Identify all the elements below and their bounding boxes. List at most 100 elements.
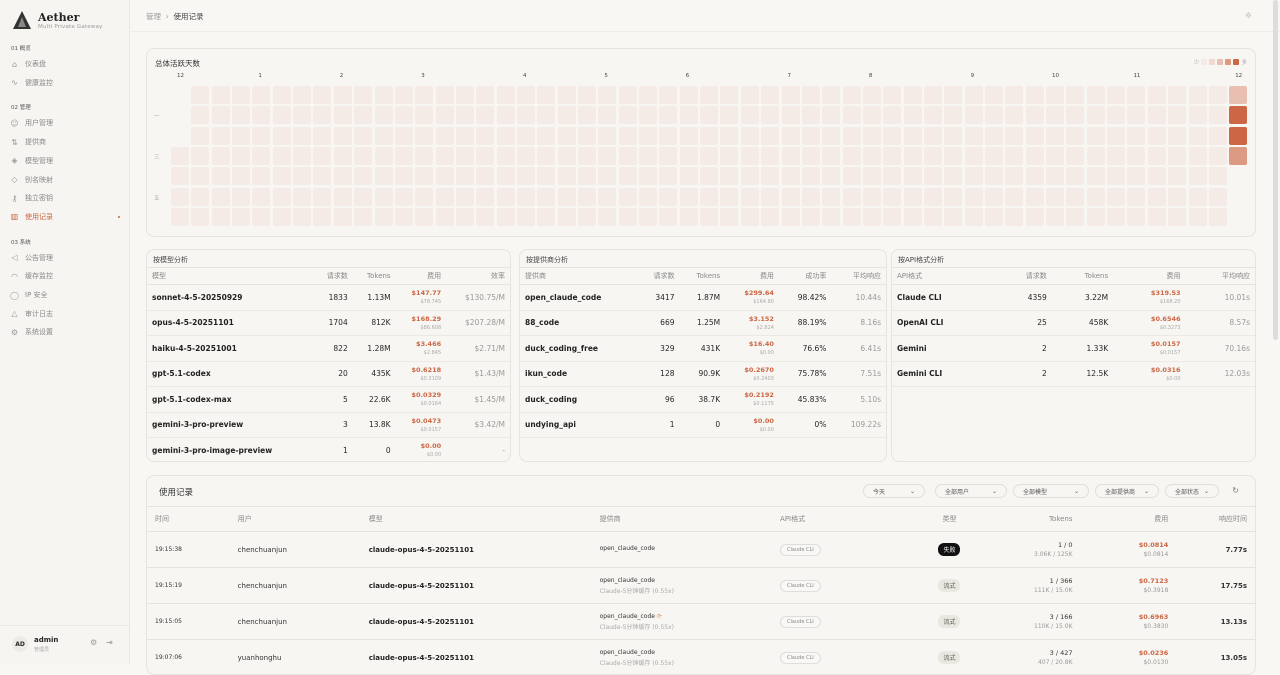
heatmap-cell[interactable] (171, 147, 189, 165)
heatmap-cell[interactable] (700, 188, 718, 206)
heatmap-cell[interactable] (1066, 208, 1084, 226)
heatmap-cell[interactable] (944, 147, 962, 165)
heatmap-cell[interactable] (456, 147, 474, 165)
sidebar-item[interactable]: ◠缓存监控 (10, 268, 122, 284)
column-header[interactable]: API格式 (892, 268, 995, 285)
heatmap-cell[interactable] (598, 188, 616, 206)
heatmap-cell[interactable] (619, 208, 637, 226)
heatmap-cell[interactable] (822, 106, 840, 124)
heatmap-cell[interactable] (1107, 86, 1125, 104)
heatmap-cell[interactable] (395, 86, 413, 104)
heatmap-cell[interactable] (558, 188, 576, 206)
heatmap-cell[interactable] (1127, 147, 1145, 165)
heatmap-cell[interactable] (1026, 86, 1044, 104)
heatmap-cell[interactable] (782, 86, 800, 104)
heatmap-cell[interactable] (659, 86, 677, 104)
heatmap-cell[interactable] (1087, 208, 1105, 226)
theme-toggle-icon[interactable]: ☼ (1245, 11, 1252, 20)
heatmap-cell[interactable] (354, 127, 372, 145)
heatmap-cell[interactable] (1189, 167, 1207, 185)
heatmap-cell[interactable] (476, 167, 494, 185)
heatmap-cell[interactable] (334, 208, 352, 226)
heatmap-cell[interactable] (639, 106, 657, 124)
heatmap-cell[interactable] (476, 127, 494, 145)
heatmap-cell[interactable] (436, 188, 454, 206)
heatmap-cell[interactable] (1189, 188, 1207, 206)
heatmap-cell[interactable] (191, 208, 209, 226)
heatmap-cell[interactable] (904, 188, 922, 206)
heatmap-cell[interactable] (741, 167, 759, 185)
heatmap-cell[interactable] (578, 208, 596, 226)
heatmap-cell[interactable] (1168, 106, 1186, 124)
heatmap-cell[interactable] (436, 147, 454, 165)
heatmap-cell[interactable] (619, 127, 637, 145)
heatmap-cell[interactable] (1189, 86, 1207, 104)
heatmap-cell[interactable] (598, 208, 616, 226)
heatmap-cell[interactable] (497, 106, 515, 124)
heatmap-cell[interactable] (761, 167, 779, 185)
heatmap-cell[interactable] (680, 188, 698, 206)
heatmap-cell[interactable] (1148, 86, 1166, 104)
heatmap-cell[interactable] (1087, 86, 1105, 104)
heatmap-cell[interactable] (639, 127, 657, 145)
heatmap-cell[interactable] (517, 188, 535, 206)
heatmap-cell[interactable] (802, 147, 820, 165)
heatmap-cell[interactable] (1087, 167, 1105, 185)
heatmap-cell[interactable] (1087, 106, 1105, 124)
heatmap-cell[interactable] (456, 167, 474, 185)
heatmap-cell[interactable] (659, 127, 677, 145)
heatmap-cell[interactable] (761, 106, 779, 124)
heatmap-cell[interactable] (354, 86, 372, 104)
heatmap-cell[interactable] (761, 208, 779, 226)
heatmap-cell[interactable] (1209, 167, 1227, 185)
filter-select[interactable]: 今天⌄ (863, 484, 925, 498)
heatmap-cell[interactable] (1066, 127, 1084, 145)
heatmap-cell[interactable] (863, 86, 881, 104)
heatmap-cell[interactable] (354, 147, 372, 165)
heatmap-cell[interactable] (273, 208, 291, 226)
heatmap-cell[interactable] (904, 167, 922, 185)
heatmap-cell[interactable] (1107, 147, 1125, 165)
heatmap-cell[interactable] (680, 106, 698, 124)
heatmap-cell[interactable] (232, 188, 250, 206)
heatmap-cell[interactable] (1127, 188, 1145, 206)
heatmap-cell[interactable] (415, 86, 433, 104)
heatmap-cell[interactable] (578, 147, 596, 165)
heatmap-cell[interactable] (293, 106, 311, 124)
heatmap-cell[interactable] (517, 86, 535, 104)
refresh-icon[interactable]: ↻ (1232, 486, 1239, 495)
heatmap-cell[interactable] (659, 188, 677, 206)
heatmap-cell[interactable] (313, 167, 331, 185)
heatmap-cell[interactable] (659, 167, 677, 185)
heatmap-cell[interactable] (313, 127, 331, 145)
heatmap-cell[interactable] (334, 86, 352, 104)
heatmap-cell[interactable] (415, 208, 433, 226)
heatmap-cell[interactable] (558, 127, 576, 145)
heatmap-cell[interactable] (883, 127, 901, 145)
heatmap-cell[interactable] (924, 86, 942, 104)
heatmap-cell[interactable] (944, 127, 962, 145)
heatmap-cell[interactable] (924, 167, 942, 185)
column-header[interactable]: 费用 (725, 268, 779, 285)
heatmap-cell[interactable] (375, 188, 393, 206)
heatmap-cell[interactable] (1189, 106, 1207, 124)
heatmap-cell[interactable] (782, 147, 800, 165)
heatmap-cell[interactable] (1168, 167, 1186, 185)
heatmap-cell[interactable] (497, 208, 515, 226)
heatmap-cell[interactable] (1107, 127, 1125, 145)
heatmap-cell[interactable] (883, 208, 901, 226)
heatmap-cell[interactable] (415, 188, 433, 206)
heatmap-cell[interactable] (639, 147, 657, 165)
column-header[interactable]: 平均响应 (1186, 268, 1255, 285)
heatmap-cell[interactable] (436, 86, 454, 104)
heatmap-cell[interactable] (741, 127, 759, 145)
heatmap-cell[interactable] (497, 188, 515, 206)
heatmap-cell[interactable] (191, 106, 209, 124)
heatmap-cell[interactable] (843, 86, 861, 104)
heatmap-cell[interactable] (273, 167, 291, 185)
heatmap-cell[interactable] (965, 188, 983, 206)
filter-select[interactable]: 全部用户⌄ (935, 484, 1007, 498)
